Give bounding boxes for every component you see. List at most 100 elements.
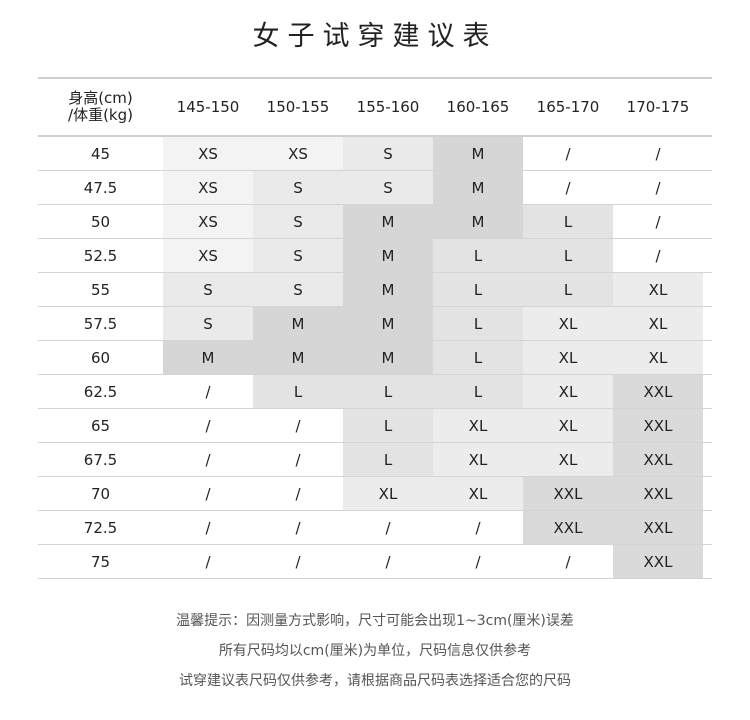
size-cell: / — [613, 239, 703, 272]
size-cell: L — [343, 375, 433, 408]
size-cell: / — [163, 375, 253, 408]
size-cell: XL — [433, 443, 523, 476]
table-row: 72.5// / / XXL XXL — [38, 511, 712, 545]
size-cell: XL — [523, 375, 613, 408]
size-cell: XXL — [523, 511, 613, 544]
column-header: 160-165 — [446, 98, 510, 116]
size-cell: / — [433, 511, 523, 544]
size-cell: / — [163, 409, 253, 442]
column-header: 150-155 — [266, 98, 330, 116]
table-row: 52.5 XS S M L L / — [38, 239, 712, 273]
size-cell: XL — [343, 477, 433, 510]
weight-cell: 65 — [90, 416, 111, 435]
table-row: 62.5/L L L XL XXL — [38, 375, 712, 409]
size-cell: M — [163, 341, 253, 374]
corner-weight-label: /体重(kg) — [68, 106, 133, 124]
size-cell: XL — [523, 307, 613, 340]
size-cell: / — [523, 545, 613, 578]
weight-cell: 57.5 — [83, 314, 118, 333]
size-cell: / — [253, 477, 343, 510]
table-row: 45 XS XS S M / / — [38, 137, 712, 171]
size-cell: M — [343, 273, 433, 306]
size-cell: / — [253, 443, 343, 476]
size-cell: / — [433, 545, 523, 578]
table-row: 50 XS S M M L / — [38, 205, 712, 239]
size-cell: S — [163, 273, 253, 306]
size-cell: S — [253, 273, 343, 306]
table-row: 67.5// L XL XL XXL — [38, 443, 712, 477]
size-cell: XS — [163, 205, 253, 238]
size-cell: M — [433, 137, 523, 170]
weight-cell: 45 — [90, 144, 111, 163]
size-cell: S — [253, 239, 343, 272]
weight-cell: 50 — [90, 212, 111, 231]
note-line: 所有尺码均以cm(厘米)为单位，尺码信息仅供参考 — [218, 643, 532, 659]
table-row: 57.5 S M M L XL XL — [38, 307, 712, 341]
size-cell: XL — [613, 341, 703, 374]
size-cell: / — [343, 511, 433, 544]
weight-cell: 75 — [90, 552, 111, 571]
size-cell: XS — [163, 171, 253, 204]
notes: 温馨提示：因测量方式影响，尺寸可能会出现1~3cm(厘米)误差 所有尺码均以cm… — [0, 606, 750, 696]
table-row: 60 M M M L XL XL — [38, 341, 712, 375]
size-cell: / — [163, 545, 253, 578]
size-cell: XS — [253, 137, 343, 170]
size-cell: M — [343, 239, 433, 272]
size-cell: M — [253, 341, 343, 374]
weight-cell: 55 — [90, 280, 111, 299]
table-row: 70// XL XL XXL XXL — [38, 477, 712, 511]
size-cell: L — [433, 273, 523, 306]
size-cell: L — [523, 205, 613, 238]
column-header: 170-175 — [626, 98, 690, 116]
size-cell: L — [253, 375, 343, 408]
column-header: 165-170 — [536, 98, 600, 116]
size-cell: / — [343, 545, 433, 578]
weight-cell: 60 — [90, 348, 111, 367]
weight-cell: 62.5 — [83, 382, 118, 401]
size-cell: XXL — [613, 409, 703, 442]
size-cell: M — [343, 205, 433, 238]
size-cell: XXL — [613, 443, 703, 476]
size-cell: / — [163, 443, 253, 476]
size-cell: / — [163, 511, 253, 544]
size-cell: L — [523, 239, 613, 272]
size-cell: XS — [163, 239, 253, 272]
weight-cell: 47.5 — [83, 178, 118, 197]
size-cell: S — [163, 307, 253, 340]
size-cell: M — [343, 341, 433, 374]
table-header: 身高(cm) /体重(kg) 145-150 150-155 155-160 160-… — [38, 79, 712, 137]
size-cell: XL — [433, 477, 523, 510]
weight-cell: 72.5 — [83, 518, 118, 537]
weight-cell: 52.5 — [83, 246, 118, 265]
table-row: 47.5 XS S S M / / — [38, 171, 712, 205]
size-cell: XXL — [613, 545, 703, 578]
size-cell: M — [433, 205, 523, 238]
weight-cell: 70 — [90, 484, 111, 503]
size-cell: L — [433, 239, 523, 272]
corner-header: 身高(cm) /体重(kg) — [38, 79, 163, 135]
size-cell: / — [163, 477, 253, 510]
size-cell: L — [433, 341, 523, 374]
size-cell: XL — [523, 443, 613, 476]
size-cell: L — [343, 409, 433, 442]
size-cell: XL — [523, 341, 613, 374]
size-cell: / — [523, 171, 613, 204]
size-cell: M — [253, 307, 343, 340]
page-title: 女子试穿建议表 — [252, 21, 498, 52]
corner-height-label: 身高(cm) — [68, 89, 133, 107]
size-cell: / — [253, 409, 343, 442]
size-cell: / — [613, 171, 703, 204]
size-cell: XL — [613, 307, 703, 340]
size-cell: L — [523, 273, 613, 306]
note-line: 温馨提示：因测量方式影响，尺寸可能会出现1~3cm(厘米)误差 — [176, 613, 574, 629]
size-cell: XL — [613, 273, 703, 306]
size-cell: S — [343, 171, 433, 204]
table-row: 55 S S M L L XL — [38, 273, 712, 307]
size-cell: / — [253, 545, 343, 578]
size-cell: XL — [523, 409, 613, 442]
weight-cell: 67.5 — [83, 450, 118, 469]
size-cell: L — [343, 443, 433, 476]
column-header: 155-160 — [356, 98, 420, 116]
table-row: 75// / / / XXL — [38, 545, 712, 579]
size-cell: M — [433, 171, 523, 204]
